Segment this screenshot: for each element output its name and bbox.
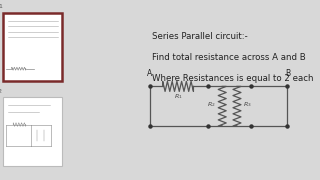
Text: 1: 1 — [0, 4, 2, 9]
Text: Series Parallel circuit:-: Series Parallel circuit:- — [152, 32, 248, 41]
Text: $R_3$: $R_3$ — [244, 100, 252, 109]
Bar — [4, 13, 62, 81]
Text: B: B — [285, 69, 290, 78]
Text: $R_2$: $R_2$ — [207, 100, 216, 109]
Text: 2: 2 — [0, 89, 2, 94]
Text: Where Resistances is equal to 2 each: Where Resistances is equal to 2 each — [152, 74, 313, 83]
Text: Find total resistance across A and B: Find total resistance across A and B — [152, 53, 306, 62]
Text: A: A — [148, 69, 153, 78]
Text: $R_1$: $R_1$ — [174, 92, 182, 101]
Bar — [4, 97, 62, 166]
